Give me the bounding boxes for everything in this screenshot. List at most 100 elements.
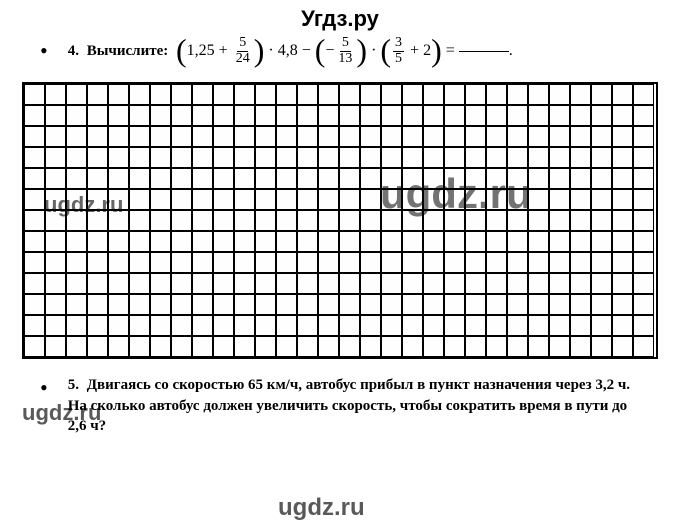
grid-cell [255, 168, 276, 189]
grid-cell [339, 168, 360, 189]
answer-grid-container [22, 82, 658, 359]
grid-cell [234, 336, 255, 357]
grid-cell [108, 273, 129, 294]
grid-cell [150, 315, 171, 336]
grid-cell [486, 273, 507, 294]
grid-cell [360, 273, 381, 294]
grid-cell [318, 210, 339, 231]
grid-cell [87, 168, 108, 189]
grid-cell [255, 336, 276, 357]
grid-cell [612, 231, 633, 252]
grid-cell [339, 147, 360, 168]
grid-cell [528, 294, 549, 315]
grid-cell [192, 252, 213, 273]
grid-cell [129, 336, 150, 357]
grid-cell [339, 105, 360, 126]
grid-cell [591, 105, 612, 126]
grid-cell [381, 336, 402, 357]
grid-cell [66, 84, 87, 105]
grid-cell [591, 126, 612, 147]
grid-cell [528, 336, 549, 357]
grid-cell [255, 126, 276, 147]
grid-cell [318, 105, 339, 126]
grid-cell [528, 315, 549, 336]
grid-cell [549, 147, 570, 168]
grid-cell [24, 147, 45, 168]
grid-cell [339, 189, 360, 210]
grid-cell [402, 231, 423, 252]
rparen-icon: ) [254, 38, 265, 64]
grid-cell [255, 105, 276, 126]
grid-cell [213, 336, 234, 357]
grid-cell [276, 126, 297, 147]
grid-cell [108, 126, 129, 147]
grid-cell [549, 252, 570, 273]
grid-cell [402, 252, 423, 273]
grid-cell [87, 231, 108, 252]
grid-cell [528, 105, 549, 126]
grid-cell [486, 252, 507, 273]
problem-4-body: 4. Вычислите: ( 1,25 + 5 24 ) · 4,8 − ( … [68, 36, 513, 66]
grid-cell [297, 231, 318, 252]
op-dot1: · [268, 42, 273, 60]
grid-cell [465, 189, 486, 210]
term-b: 4,8 [278, 42, 298, 60]
grid-cell [66, 147, 87, 168]
grid-cell [465, 147, 486, 168]
answer-blank [459, 51, 509, 52]
grid-cell [171, 336, 192, 357]
grid-cell [24, 273, 45, 294]
grid-cell [297, 147, 318, 168]
fraction-1: 5 24 [234, 36, 252, 66]
grid-cell [444, 168, 465, 189]
grid-cell [45, 210, 66, 231]
frac1-num: 5 [237, 36, 248, 52]
grid-cell [360, 336, 381, 357]
grid-cell [45, 273, 66, 294]
grid-cell [507, 126, 528, 147]
grid-cell [24, 84, 45, 105]
grid-cell [150, 336, 171, 357]
grid-cell [444, 126, 465, 147]
grid-cell [528, 252, 549, 273]
grid-cell [591, 84, 612, 105]
grid-cell [381, 168, 402, 189]
grid-cell [465, 336, 486, 357]
grid-cell [129, 147, 150, 168]
grid-cell [444, 273, 465, 294]
grid-cell [633, 105, 654, 126]
grid-cell [276, 105, 297, 126]
frac3-den: 5 [393, 52, 404, 67]
op-neg: − [325, 42, 334, 60]
grid-cell [486, 315, 507, 336]
grid-cell [570, 252, 591, 273]
grid-cell [549, 84, 570, 105]
grid-cell [318, 147, 339, 168]
op-minus: − [302, 42, 311, 60]
fraction-3: 3 5 [393, 36, 404, 66]
grid-cell [192, 231, 213, 252]
grid-cell [339, 210, 360, 231]
grid-cell [528, 84, 549, 105]
grid-cell [465, 126, 486, 147]
grid-cell [87, 189, 108, 210]
grid-cell [507, 189, 528, 210]
grid-cell [507, 336, 528, 357]
grid-cell [486, 336, 507, 357]
grid-cell [297, 210, 318, 231]
grid-cell [423, 147, 444, 168]
grid-cell [423, 84, 444, 105]
grid-cell [87, 294, 108, 315]
grid-cell [24, 210, 45, 231]
bullet-icon: • [40, 377, 48, 399]
grid-cell [192, 315, 213, 336]
grid-cell [108, 189, 129, 210]
grid-cell [570, 126, 591, 147]
grid-cell [402, 147, 423, 168]
grid-cell [549, 294, 570, 315]
op-dot2: · [371, 42, 376, 60]
grid-cell [318, 273, 339, 294]
grid-cell [255, 315, 276, 336]
grid-cell [276, 273, 297, 294]
grid-cell [192, 147, 213, 168]
